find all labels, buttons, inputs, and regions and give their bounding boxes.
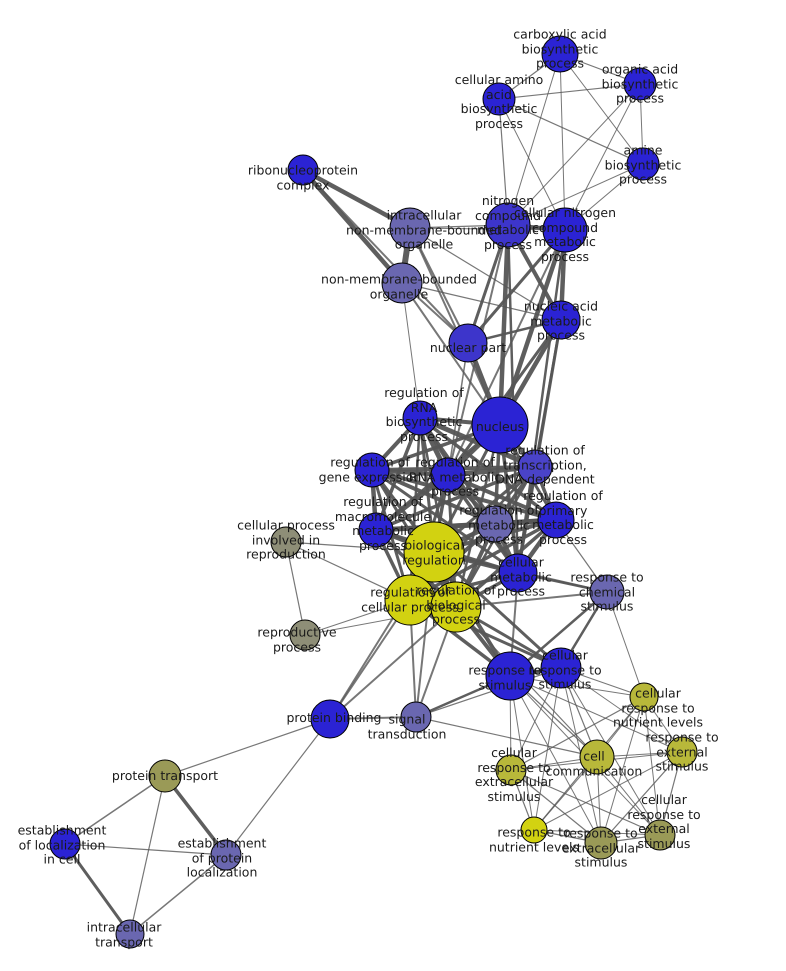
graph-edge xyxy=(129,854,227,935)
graph-node[interactable] xyxy=(540,647,582,689)
graph-edge xyxy=(564,83,641,231)
graph-edge xyxy=(509,675,602,844)
graph-node[interactable] xyxy=(270,526,302,558)
graph-node[interactable] xyxy=(584,826,618,860)
graph-edge xyxy=(409,227,562,321)
graph-node[interactable] xyxy=(210,839,242,871)
graph-node[interactable] xyxy=(629,682,659,712)
graph-edge xyxy=(63,842,132,936)
graph-node[interactable] xyxy=(623,67,657,101)
graph-node[interactable] xyxy=(430,457,466,493)
graph-edge xyxy=(507,83,641,226)
graph-edge xyxy=(370,468,558,522)
graph-edge xyxy=(447,229,566,476)
graph-node[interactable] xyxy=(448,323,488,363)
graph-edge xyxy=(510,769,661,836)
graph-node[interactable] xyxy=(430,581,482,633)
graph-edge xyxy=(302,169,469,344)
graph-edge xyxy=(401,282,421,419)
graph-edge xyxy=(401,282,562,321)
graph-node[interactable] xyxy=(666,736,698,768)
graph-node[interactable] xyxy=(400,701,432,733)
graph-edge xyxy=(533,318,563,469)
graph-node[interactable] xyxy=(358,512,394,548)
graph-edge xyxy=(559,53,566,231)
graph-node[interactable] xyxy=(482,82,516,116)
graph-node[interactable] xyxy=(289,619,321,651)
edge-layer xyxy=(63,53,683,936)
graph-edge xyxy=(129,775,166,935)
graph-node[interactable] xyxy=(384,574,436,626)
graph-edge xyxy=(510,696,645,771)
graph-edge xyxy=(600,751,683,844)
graph-edge xyxy=(370,468,497,526)
graph-edge xyxy=(507,163,644,226)
graph-node[interactable] xyxy=(520,816,548,844)
graph-node[interactable] xyxy=(381,262,423,304)
graph-edge xyxy=(600,696,645,844)
graph-edge xyxy=(300,167,405,286)
graph-edge xyxy=(164,718,331,777)
graph-edge xyxy=(466,228,567,345)
graph-node[interactable] xyxy=(541,300,581,340)
graph-node[interactable] xyxy=(537,501,575,539)
graph-edge xyxy=(163,774,228,857)
graph-edge xyxy=(533,667,562,831)
graph-node[interactable] xyxy=(115,919,145,949)
graph-edge xyxy=(606,591,645,698)
graph-node[interactable] xyxy=(403,521,465,583)
graph-edge xyxy=(64,843,227,856)
graph-node[interactable] xyxy=(485,651,535,701)
graph-edge xyxy=(498,83,641,100)
graph-edge xyxy=(510,769,602,844)
graph-edge xyxy=(559,53,644,165)
graph-node[interactable] xyxy=(542,207,588,253)
graph-node[interactable] xyxy=(517,449,553,485)
graph-edge xyxy=(401,282,501,426)
graph-node[interactable] xyxy=(354,452,390,488)
graph-node[interactable] xyxy=(49,828,81,860)
graph-edge xyxy=(415,667,562,718)
graph-edge xyxy=(498,98,566,231)
graph-edge xyxy=(417,415,538,470)
graph-node[interactable] xyxy=(495,754,527,786)
graph-edge xyxy=(446,473,558,522)
graph-edge xyxy=(329,606,457,720)
graph-edge xyxy=(643,696,661,836)
graph-node[interactable] xyxy=(287,154,319,186)
graph-edge xyxy=(408,518,558,602)
graph-node[interactable] xyxy=(485,202,531,248)
graph-node[interactable] xyxy=(626,147,660,181)
graph-edge xyxy=(497,222,511,428)
graph-edge xyxy=(509,675,683,753)
graph-edge xyxy=(498,98,644,165)
graph-node[interactable] xyxy=(389,207,431,249)
graph-node[interactable] xyxy=(541,35,579,73)
graph-node[interactable] xyxy=(644,819,676,851)
graph-edge xyxy=(64,775,166,845)
graph-node[interactable] xyxy=(402,400,438,436)
graph-node[interactable] xyxy=(498,553,538,593)
graph-edge xyxy=(285,541,306,636)
graph-edge xyxy=(509,675,535,831)
node-layer[interactable] xyxy=(49,35,698,949)
graph-edge xyxy=(225,718,331,856)
graph-node[interactable] xyxy=(471,396,529,454)
graph-edge xyxy=(415,716,598,758)
graph-node[interactable] xyxy=(310,699,350,739)
graph-node[interactable] xyxy=(148,759,182,793)
graph-edge xyxy=(533,751,683,831)
graph-node[interactable] xyxy=(579,739,615,775)
graph-node[interactable] xyxy=(476,505,514,543)
graph-node[interactable] xyxy=(589,574,625,610)
graph-edge xyxy=(447,342,469,476)
graph-edge xyxy=(507,53,561,226)
